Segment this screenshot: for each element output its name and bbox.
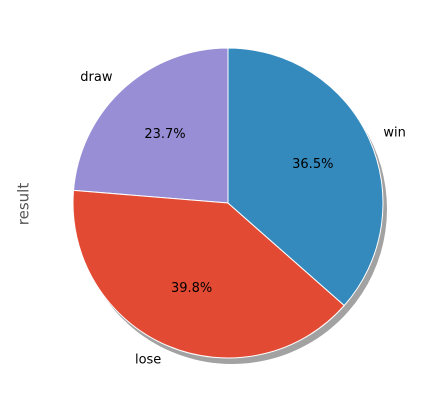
y-axis-label: result [15,183,33,226]
slice-percent-lose: 39.8% [171,281,212,296]
pie-slices [72,47,384,359]
slice-label-win: win [383,125,405,140]
pie-slice-draw [73,47,229,204]
pie-labels: draw 23.7% lose 39.8% win 36.5% [80,70,406,367]
slice-label-lose: lose [135,352,161,367]
slice-percent-win: 36.5% [292,157,333,172]
pie-slice-lose [72,189,345,359]
slice-percent-draw: 23.7% [144,127,185,142]
slice-label-draw: draw [80,70,113,85]
pie-slice-win [227,47,384,306]
